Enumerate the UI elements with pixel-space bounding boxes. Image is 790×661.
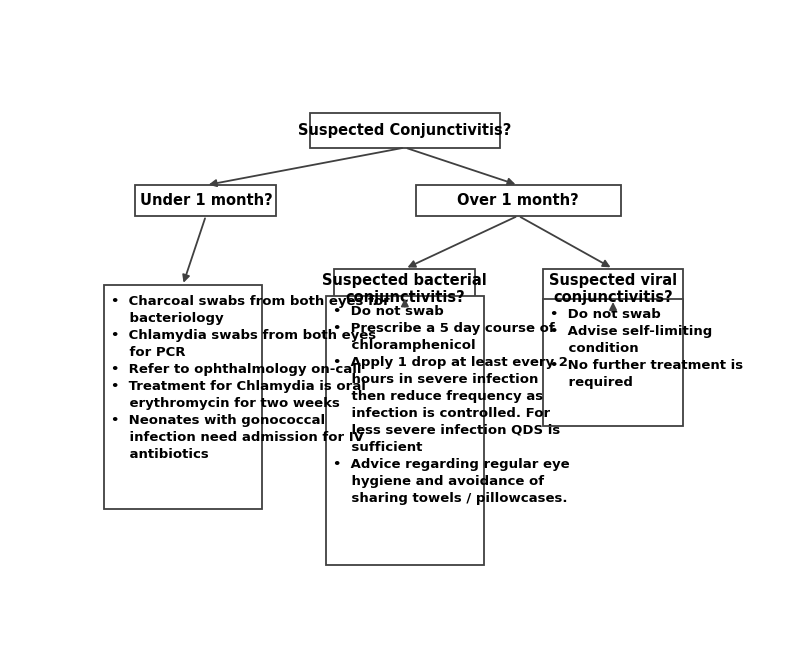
Text: Under 1 month?: Under 1 month? [140, 193, 273, 208]
Text: Over 1 month?: Over 1 month? [457, 193, 579, 208]
Text: Suspected bacterial
conjunctivitis?: Suspected bacterial conjunctivitis? [322, 273, 487, 305]
Bar [136, 185, 276, 215]
Text: Suspected viral
conjunctivitis?: Suspected viral conjunctivitis? [549, 273, 677, 305]
Bar [543, 268, 683, 309]
Bar [543, 299, 683, 426]
Text: Suspected Conjunctivitis?: Suspected Conjunctivitis? [298, 123, 512, 137]
Bar [103, 286, 261, 510]
Bar [334, 268, 476, 309]
Text: •  Do not swab
•  Advise self-limiting
    condition
•  No further treatment is
: • Do not swab • Advise self-limiting con… [550, 308, 743, 389]
Bar [416, 185, 621, 215]
Text: •  Charcoal swabs from both eyes for
    bacteriology
•  Chlamydia swabs from bo: • Charcoal swabs from both eyes for bact… [111, 295, 389, 461]
Bar [326, 295, 483, 565]
Text: •  Do not swab
•  Prescribe a 5 day course of
    chloramphenicol
•  Apply 1 dro: • Do not swab • Prescribe a 5 day course… [333, 305, 570, 505]
Bar [310, 113, 500, 147]
